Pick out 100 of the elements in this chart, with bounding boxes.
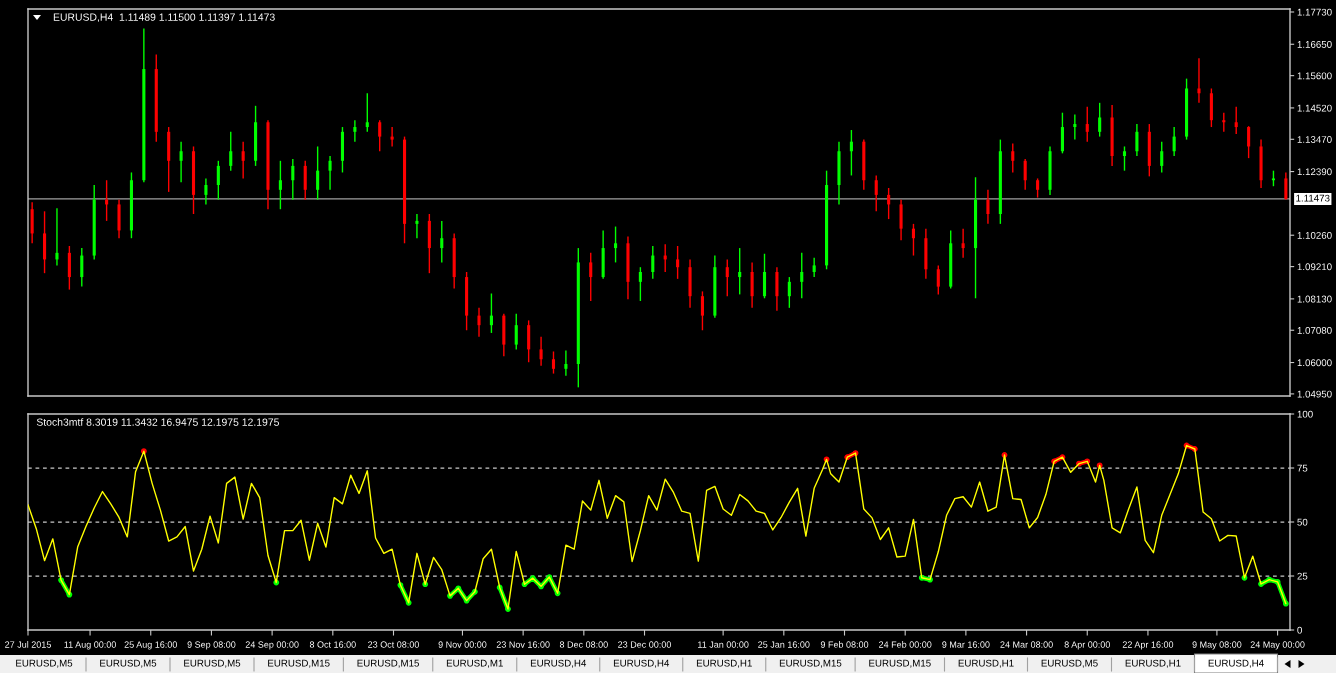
y-tick-label: 1.12390: [1297, 168, 1332, 176]
text: EURUSD,H4: [530, 659, 587, 668]
candlestick: [812, 256, 816, 278]
candlestick: [589, 252, 593, 302]
x-tick-label: 11 Jan 00:00: [698, 641, 749, 648]
x-tick-label: 22 Apr 16:00: [1122, 641, 1174, 650]
candlestick: [440, 220, 444, 264]
candlestick: [229, 131, 233, 172]
y-tick-label: 1.09210: [1297, 263, 1332, 271]
candlestick: [365, 92, 369, 133]
x-tick-label: 25 Jan 16:00: [758, 641, 810, 648]
line-series: [28, 444, 1287, 610]
x-tick-label: 9 Mar 16:00: [942, 641, 990, 648]
candlestick: [1160, 140, 1164, 174]
text: EURUSD,M15: [268, 659, 330, 668]
candlestick: [1247, 125, 1251, 159]
text: EURUSD,M5: [16, 659, 73, 668]
y-tick-label: 1.10260: [1297, 231, 1332, 239]
x-tick-label: 27 Jul 2015: [5, 641, 51, 648]
y-tick-label: 1.17730: [1297, 8, 1332, 16]
candlestick: [1073, 113, 1077, 141]
x-tick-label: 23 Dec 00:00: [618, 641, 672, 648]
x-tick-label: 23 Nov 16:00: [496, 641, 550, 648]
candlestick: [787, 276, 791, 309]
y-tick-label: 1.14520: [1297, 104, 1332, 112]
candlestick: [936, 264, 940, 296]
candlestick: [676, 245, 680, 280]
x-tick-label: 23 Oct 08:00: [368, 641, 419, 648]
y-tick-label: 1.16650: [1297, 41, 1332, 48]
text: EURUSD,M15: [779, 659, 842, 668]
x-tick-label: 25 Aug 16:00: [124, 641, 178, 650]
text: EURUSD,H1: [1125, 659, 1181, 668]
x-tick-label: 24 May 00:00: [1250, 641, 1305, 650]
x-tick-label: 9 Sep 08:00: [187, 641, 236, 650]
y-tick-label: 25: [1297, 572, 1308, 580]
text: EURUSD,M1: [446, 659, 503, 668]
y-tick-label: 1.15600: [1297, 72, 1332, 80]
candlestick: [849, 129, 853, 177]
x-tick-label: 8 Dec 08:00: [559, 641, 608, 648]
candlestick: [378, 119, 382, 152]
text: EURUSD,H4: [613, 659, 670, 668]
text: EURUSD,M15: [357, 659, 419, 668]
candlestick: [638, 266, 642, 302]
y-tick-label: 1.13470: [1297, 136, 1332, 143]
candlestick: [874, 174, 878, 213]
text: EURUSD,M5: [1041, 659, 1098, 668]
candlestick: [651, 245, 655, 280]
y-tick-label: 1.08130: [1297, 295, 1332, 303]
candlestick: [514, 313, 518, 351]
candlestick: [1122, 145, 1127, 172]
candlestick: [738, 247, 742, 296]
candlestick: [1023, 158, 1027, 191]
candlestick: [1036, 177, 1040, 199]
ref-line-label: 1.11473: [1296, 194, 1330, 202]
candlestick: [986, 189, 990, 225]
text: EURUSD,H1: [696, 659, 752, 668]
candlestick: [1172, 126, 1176, 157]
candlestick: [1011, 142, 1015, 174]
candlestick: [179, 140, 183, 184]
candlestick: [551, 350, 556, 375]
candlestick: [278, 160, 282, 210]
candlestick: [80, 247, 84, 288]
x-tick-label: 8 Apr 00:00: [1064, 641, 1110, 650]
candlestick: [725, 258, 729, 297]
text: EURUSD,M5: [184, 659, 241, 668]
candlestick: [1135, 123, 1139, 157]
candlestick: [1284, 171, 1288, 201]
candlestick: [800, 252, 804, 299]
chart-title: EURUSD,H4 1.11489 1.11500 1.11397 1.11473: [53, 13, 275, 23]
candlestick: [328, 155, 332, 191]
y-tick-label: 1.07080: [1297, 326, 1332, 334]
text: EURUSD,H4: [1208, 659, 1264, 668]
candlestick: [353, 119, 357, 143]
candlestick: [477, 307, 481, 338]
candlestick: [1197, 57, 1201, 104]
y-tick-label: 100: [1297, 410, 1313, 418]
y-tick-label: 0: [1297, 626, 1302, 634]
x-tick-label: 9 May 08:00: [1192, 641, 1242, 650]
candlestick: [614, 225, 618, 264]
candlestick: [961, 227, 965, 259]
candlestick: [415, 213, 419, 239]
chart-title: Stoch3mtf 8.3019 11.3432 16.9475 12.1975 12.1975: [36, 418, 279, 426]
candlestick: [564, 349, 568, 377]
candlestick: [1234, 106, 1238, 135]
candlestick: [303, 160, 307, 201]
x-tick-label: 9 Nov 00:00: [438, 641, 487, 648]
candlestick: [291, 158, 295, 201]
candlestick: [55, 207, 59, 267]
x-tick-label: 24 Sep 00:00: [245, 641, 299, 650]
candlestick: [1222, 112, 1226, 133]
x-tick-label: 24 Mar 08:00: [1000, 641, 1053, 648]
text: EURUSD,H1: [958, 659, 1014, 668]
x-tick-label: 24 Feb 00:00: [879, 641, 932, 648]
text: EURUSD,M5: [100, 659, 157, 668]
x-tick-label: 8 Oct 16:00: [309, 641, 356, 648]
candlestick: [390, 126, 394, 148]
candlestick: [216, 160, 220, 201]
candlestick: [204, 177, 208, 206]
x-tick-label: 11 Aug 00:00: [64, 641, 116, 650]
candlestick: [911, 223, 916, 257]
